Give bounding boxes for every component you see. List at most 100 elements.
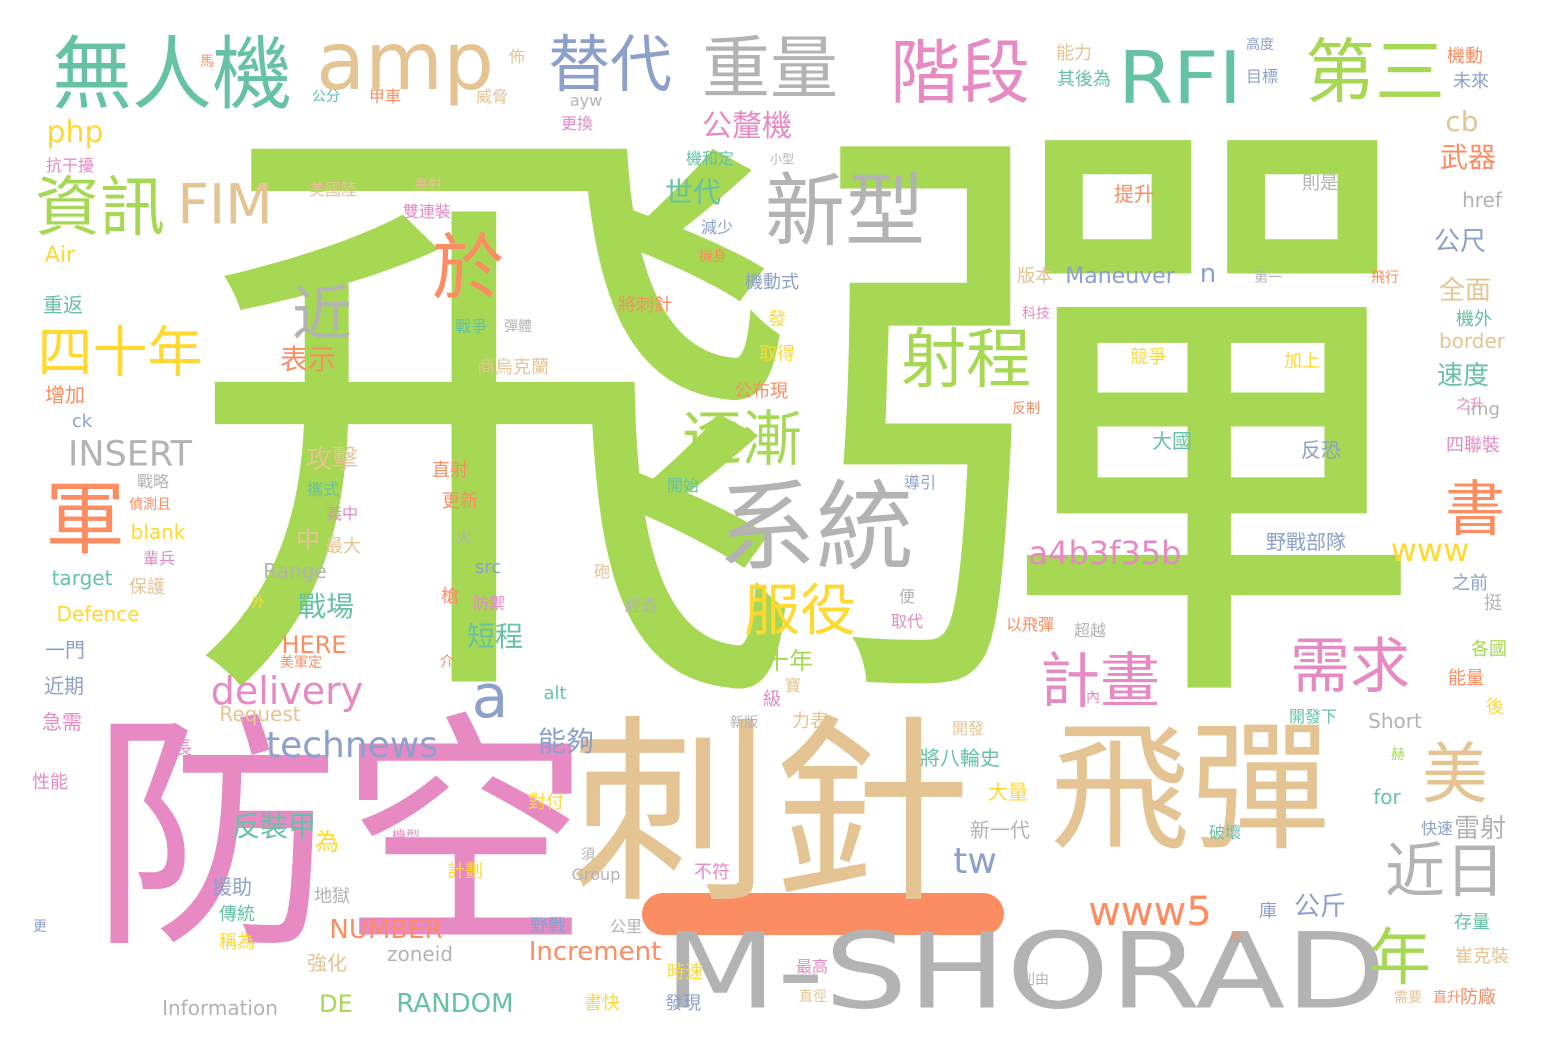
word: 傳統 <box>219 904 255 925</box>
word: 以飛彈 <box>1005 615 1055 634</box>
word: 新型 <box>765 165 925 258</box>
word: 高射 <box>414 177 442 193</box>
word: 需要 <box>1394 990 1422 1006</box>
word: 飛行 <box>1371 270 1399 286</box>
word: 美國陸 <box>308 180 358 199</box>
word: 軍 <box>45 473 125 566</box>
word: php <box>46 115 104 150</box>
word: 中 <box>296 526 320 554</box>
word: 能力 <box>1056 43 1092 64</box>
word: 機身 <box>699 249 727 265</box>
word: 則由 <box>1021 972 1049 988</box>
word: 近 <box>292 280 352 350</box>
word: 資訊 <box>34 170 166 246</box>
word: 四十年 <box>37 320 203 385</box>
word: FIM <box>177 172 273 237</box>
word: 對付 <box>528 792 564 813</box>
word: 開發 <box>951 719 985 738</box>
word: 導引 <box>903 473 937 492</box>
word: 甲車 <box>368 87 402 106</box>
word: Group <box>571 865 621 884</box>
word: 馬 <box>200 54 214 70</box>
word: 戰略 <box>136 472 170 491</box>
word: 庫 <box>1259 901 1277 922</box>
word: 於 <box>431 226 505 310</box>
word: 美軍定 <box>280 655 322 671</box>
word: 未來 <box>1453 71 1489 92</box>
word: n <box>1199 259 1217 289</box>
word: 能夠 <box>537 725 595 758</box>
word: 雙連裝 <box>402 202 452 221</box>
word: 直升 <box>1433 990 1461 1006</box>
word: 超越 <box>1073 621 1107 640</box>
word: 佈 <box>508 47 526 66</box>
word: 時速 <box>667 962 703 983</box>
word: 寶 <box>784 676 802 695</box>
word: 書快 <box>584 993 620 1014</box>
word: 破壞 <box>1208 823 1242 842</box>
word: 機型 <box>392 829 420 845</box>
word: 公斤 <box>1293 892 1347 922</box>
word: 全面 <box>1438 276 1492 306</box>
word: Range <box>263 559 327 583</box>
word: 火 <box>455 527 473 546</box>
word: 美 <box>1422 736 1488 813</box>
word: 逐漸 <box>682 405 802 475</box>
word: 赫 <box>1391 747 1405 763</box>
word: Request <box>219 702 301 726</box>
word: HERE <box>281 631 347 659</box>
word: 減少 <box>700 218 734 237</box>
word: 級 <box>763 689 781 710</box>
word: 後 <box>1486 697 1504 718</box>
word: M-SHORAD <box>663 910 1387 1033</box>
word: 公釐機 <box>702 109 792 144</box>
word: 性能 <box>32 772 68 793</box>
word: 高度 <box>1246 37 1274 53</box>
word: tw <box>953 841 997 882</box>
word: 服役 <box>744 579 856 644</box>
word: 新一代 <box>970 818 1030 842</box>
word: 加上 <box>1284 351 1320 372</box>
word: 公布現 <box>734 381 788 402</box>
word: 攻擊 <box>305 445 359 475</box>
word: 防空 <box>90 691 590 982</box>
word: 年 <box>1368 921 1432 994</box>
word: alt <box>543 683 567 704</box>
word: 反制 <box>1012 401 1040 417</box>
word: 屋 <box>1229 930 1243 944</box>
word: 大國 <box>1152 429 1192 453</box>
word: 第三 <box>1305 31 1445 113</box>
word: zoneid <box>387 942 453 966</box>
word: 便 <box>898 587 916 606</box>
word: 一門 <box>45 638 85 662</box>
word: 輩兵 <box>142 549 176 568</box>
word: INSERT <box>68 434 192 475</box>
word: 世代 <box>664 176 722 209</box>
word: 反恐 <box>1301 438 1341 462</box>
word: 反裝甲 <box>231 810 317 843</box>
word: 防廠 <box>1460 987 1496 1008</box>
word: 機和定 <box>685 149 735 168</box>
word: 第一 <box>1254 270 1282 286</box>
word: target <box>51 566 113 590</box>
word: RFI <box>1118 36 1242 120</box>
word: Air <box>44 243 76 268</box>
word: 直射 <box>432 460 468 481</box>
word: 戰爭 <box>454 317 488 336</box>
word: 急需 <box>42 710 82 734</box>
word: 替代 <box>547 28 673 101</box>
word: 機外 <box>1456 309 1492 330</box>
word: 將刺針 <box>618 295 672 316</box>
word: 近期 <box>44 674 84 698</box>
word: 力表 <box>792 711 828 732</box>
word: 發現 <box>665 993 701 1014</box>
word: www <box>1390 531 1470 569</box>
word: 公分 <box>312 89 340 105</box>
word: 將八輪史 <box>920 746 1000 770</box>
word: 取代 <box>890 612 924 631</box>
word: 武器 <box>1439 141 1497 174</box>
word: 階段 <box>890 32 1030 114</box>
word: 介 <box>440 654 454 670</box>
word: 目標 <box>1245 67 1279 86</box>
